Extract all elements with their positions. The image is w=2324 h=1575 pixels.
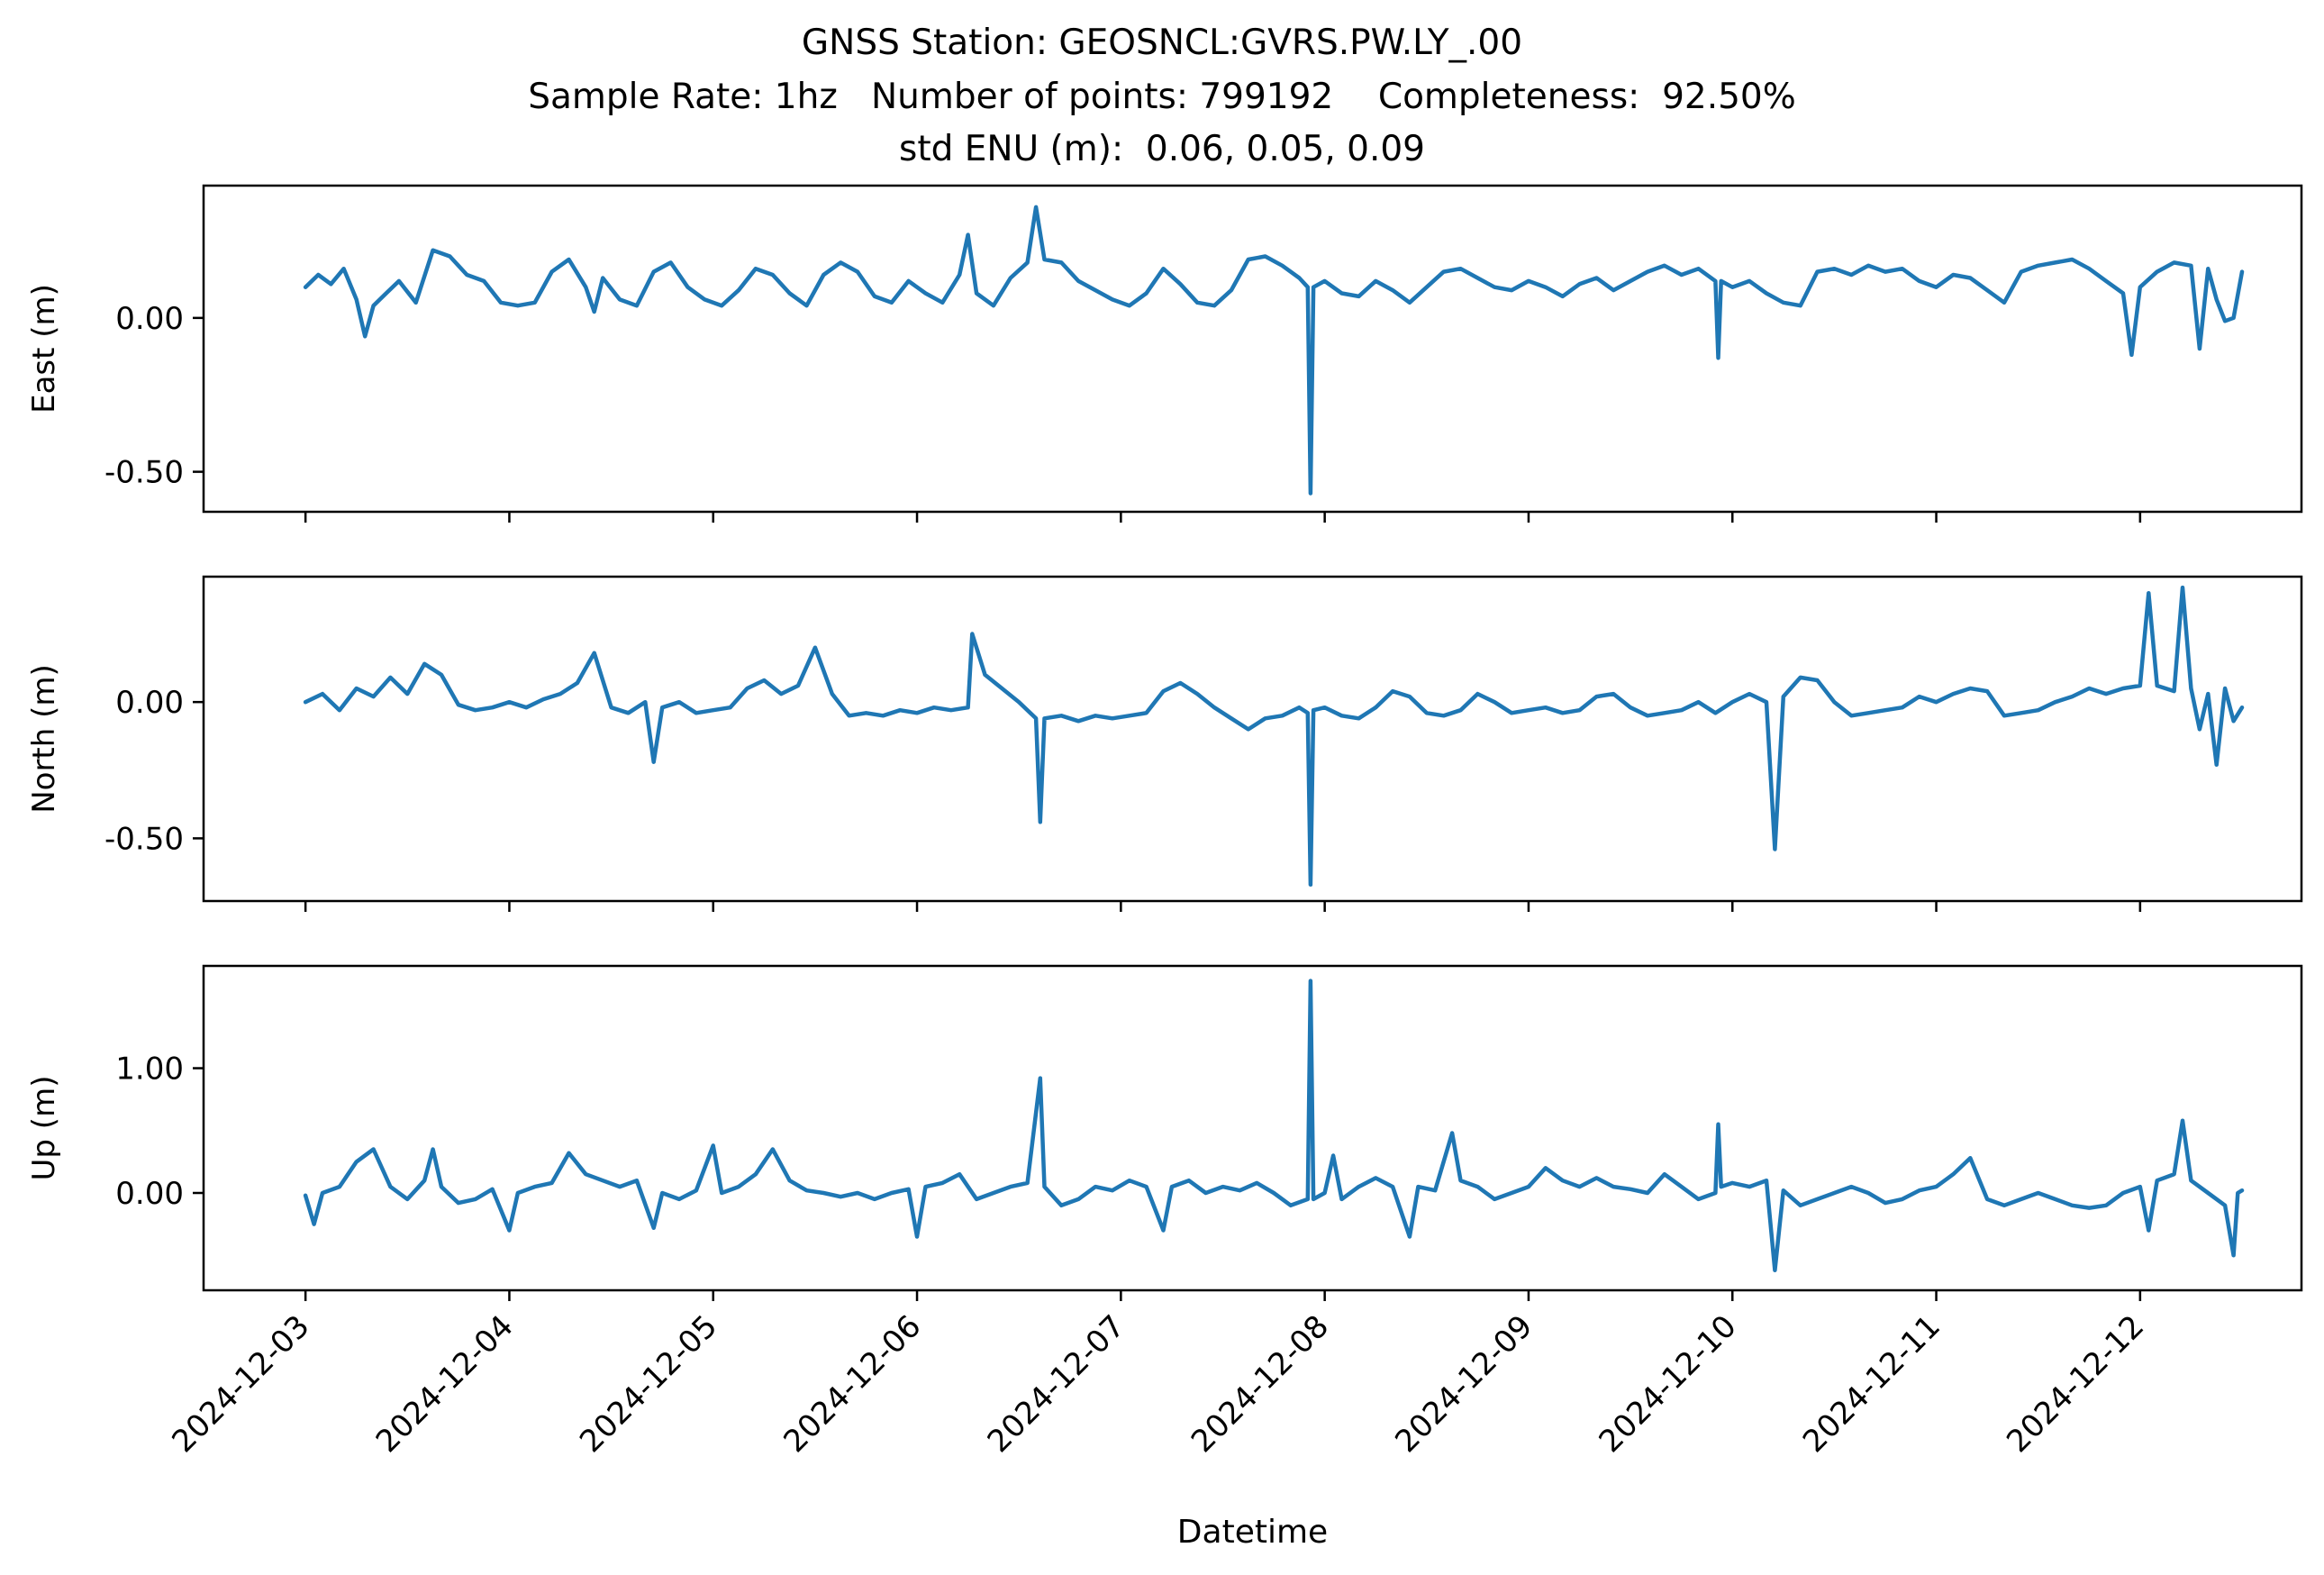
- xtick-label: 2024-12-04: [369, 1308, 521, 1460]
- chart-title-line-3: std ENU (m): 0.06, 0.05, 0.09: [899, 129, 1425, 169]
- up-series-line: [303, 979, 2245, 1273]
- xtick-label: 2024-12-12: [2000, 1308, 2151, 1460]
- xtick-label: 2024-12-05: [573, 1308, 724, 1460]
- chart-title-line-2: Sample Rate: 1hz Number of points: 79919…: [528, 77, 1796, 117]
- chart-title-line-1: GNSS Station: GEOSNCL:GVRS.PW.LY_.00: [801, 23, 1523, 63]
- north-ytick-label: 0.00: [115, 685, 184, 721]
- east-series-line: [303, 205, 2245, 496]
- xlabel: Datetime: [1177, 1514, 1328, 1551]
- north-axes-frame: [202, 575, 2303, 903]
- north-ylabel: North (m): [26, 664, 62, 814]
- east-ytick-label: -0.50: [104, 455, 184, 491]
- xtick-label: 2024-12-11: [1796, 1308, 1947, 1460]
- xtick-label: 2024-12-07: [981, 1308, 1132, 1460]
- east-axes-frame: [202, 184, 2303, 514]
- up-ylabel: Up (m): [26, 1076, 62, 1181]
- up-ytick-label: 1.00: [115, 1052, 184, 1088]
- up-ytick-label: 0.00: [115, 1176, 184, 1212]
- xtick-label: 2024-12-08: [1185, 1308, 1336, 1460]
- xtick-label: 2024-12-10: [1593, 1308, 1744, 1460]
- up-axes-frame: [202, 964, 2303, 1292]
- north-ytick-label: -0.50: [104, 821, 184, 857]
- east-ytick-label: 0.00: [115, 301, 184, 337]
- north-series-line: [303, 585, 2245, 888]
- xtick-label: 2024-12-06: [776, 1308, 928, 1460]
- east-ylabel: East (m): [26, 284, 62, 414]
- xtick-label: 2024-12-09: [1388, 1308, 1539, 1460]
- xtick-label: 2024-12-03: [166, 1308, 317, 1460]
